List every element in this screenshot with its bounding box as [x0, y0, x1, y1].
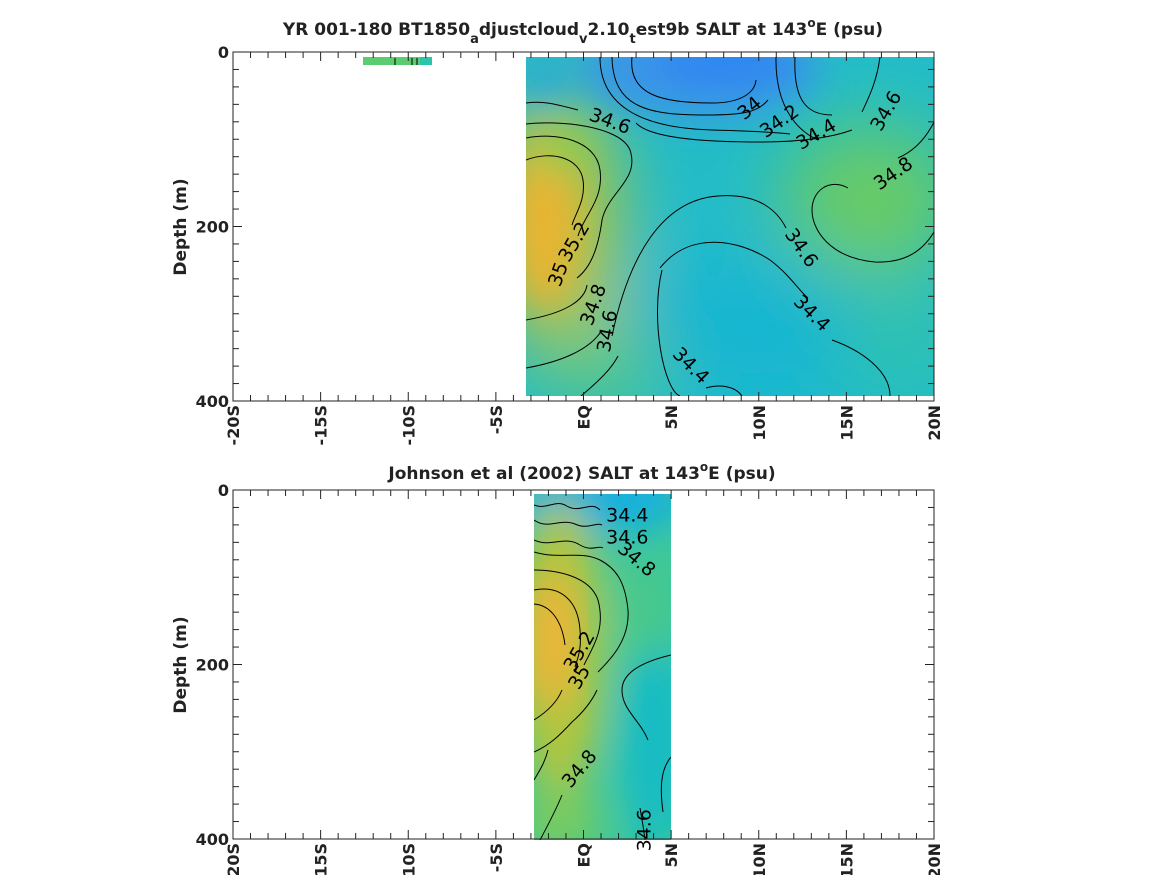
top-x-tick-label: -10S [399, 405, 418, 445]
top-panel: YR 001-180 BT1850adjustcloudv2.10test9b … [171, 16, 944, 445]
top-x-tick-label: 15N [837, 405, 856, 441]
bottom-y-tick-label: 0 [218, 481, 229, 500]
bottom-x-tick-label: EQ [575, 843, 594, 868]
top-y-axis-label: Depth (m) [171, 178, 191, 275]
top-salinity-field [526, 57, 934, 396]
bottom-x-tick-label: 5N [662, 843, 681, 868]
bottom-y-tick-label: 400 [196, 830, 229, 849]
top-y-tick-label: 200 [196, 218, 229, 237]
top-contour-lines [526, 57, 934, 396]
top-x-tick-label: 20N [925, 405, 944, 441]
top-x-tick-label: -5S [487, 405, 506, 434]
bottom-panel: Johnson et al (2002) SALT at 143oE (psu)… [171, 460, 944, 875]
top-x-tick-label: EQ [575, 405, 594, 430]
bottom-x-tick-label: 15N [837, 843, 856, 875]
top-x-tick-label: -15S [312, 405, 331, 445]
bottom-x-tick-label: -10S [399, 843, 418, 875]
top-x-axis: -20S -15S -10S -5S EQ 5N 10N 15N 20N [224, 52, 944, 445]
top-x-tick-label: -20S [224, 405, 243, 445]
bottom-y-axis-label: Depth (m) [171, 616, 191, 713]
top-x-tick-label: 10N [750, 405, 769, 441]
bottom-contour-lines [534, 503, 671, 840]
top-chart-title: YR 001-180 BT1850adjustcloudv2.10test9b … [282, 16, 883, 47]
bottom-y-axis: 0 200 400 [196, 481, 934, 849]
bottom-contour-label: 34.6 [606, 526, 648, 548]
bottom-x-tick-label: -20S [224, 843, 243, 875]
top-small-patch [363, 57, 432, 65]
bottom-x-tick-label: -5S [487, 843, 506, 872]
bottom-x-tick-label: 20N [925, 843, 944, 875]
bottom-x-tick-label: 10N [750, 843, 769, 875]
top-y-tick-label: 0 [218, 43, 229, 62]
bottom-chart-title: Johnson et al (2002) SALT at 143oE (psu) [387, 460, 775, 484]
bottom-x-axis: -20S -15S -10S -5S EQ 5N 10N 15N 20N [224, 490, 944, 875]
bottom-x-tick-label: -15S [312, 843, 331, 875]
top-x-tick-label: 5N [662, 405, 681, 430]
top-y-tick-label: 400 [196, 392, 229, 411]
bottom-contour-label: 34.4 [606, 505, 648, 527]
top-y-axis: 0 200 400 [196, 43, 934, 411]
bottom-salinity-field [534, 494, 671, 840]
bottom-y-tick-label: 200 [196, 656, 229, 675]
bottom-contour-label: 34.6 [633, 809, 655, 851]
